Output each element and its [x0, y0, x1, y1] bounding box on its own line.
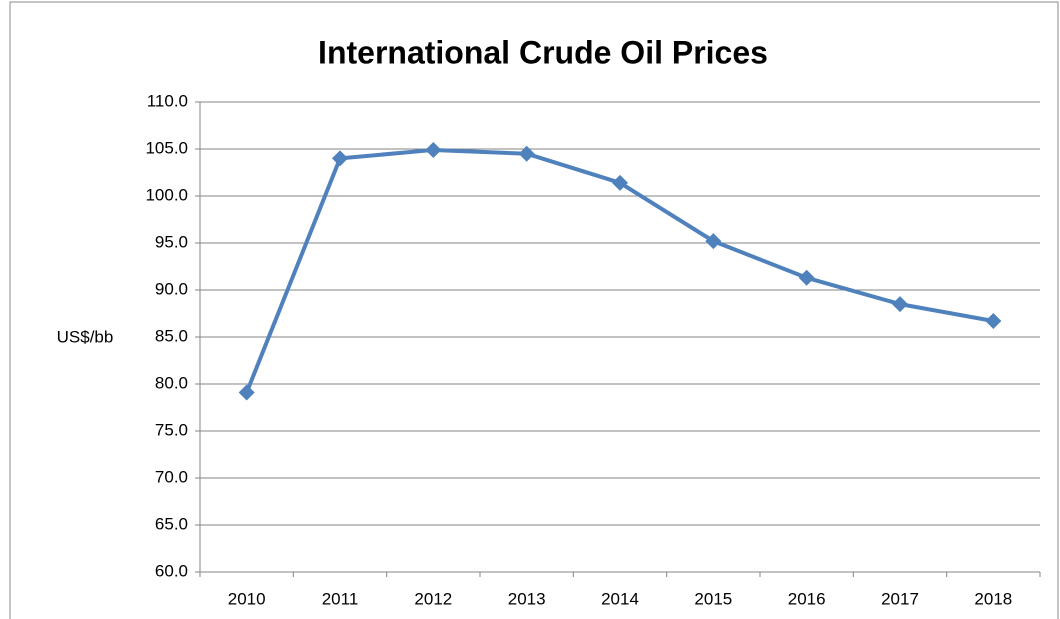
- chart-title: International Crude Oil Prices: [318, 34, 768, 70]
- x-tick-label: 2012: [414, 589, 452, 608]
- x-tick-label: 2010: [228, 589, 266, 608]
- chart-frame: [9, 1, 1059, 619]
- y-tick-label: 85.0: [155, 326, 188, 345]
- x-tick-label: 2016: [788, 589, 826, 608]
- y-tick-label: 100.0: [145, 185, 188, 204]
- y-tick-label: 105.0: [145, 138, 188, 157]
- data-point: [985, 313, 1002, 330]
- data-point: [518, 145, 535, 162]
- y-tick-label: 110.0: [147, 91, 188, 110]
- y-tick-label: 80.0: [155, 373, 188, 392]
- data-point: [332, 150, 348, 167]
- data-point: [612, 174, 628, 191]
- y-tick-label: 70.0: [155, 467, 188, 486]
- data-point: [238, 384, 255, 401]
- y-tick-label: 60.0: [155, 561, 188, 580]
- data-point: [705, 233, 722, 250]
- data-point: [892, 296, 908, 313]
- y-tick-label: 95.0: [155, 232, 188, 251]
- y-tick-label: 90.0: [155, 279, 188, 298]
- x-tick-label: 2018: [974, 589, 1012, 608]
- x-tick-label: 2015: [694, 589, 732, 608]
- y-tick-label: 75.0: [155, 420, 188, 439]
- y-axis-label: US$/bb: [57, 327, 114, 346]
- x-tick-label: 2017: [881, 589, 919, 608]
- data-point: [798, 269, 815, 286]
- data-point: [425, 141, 442, 158]
- x-tick-label: 2013: [508, 589, 546, 608]
- x-tick-label: 2011: [322, 589, 359, 608]
- y-tick-label: 65.0: [155, 514, 188, 533]
- x-tick-label: 2014: [601, 589, 639, 608]
